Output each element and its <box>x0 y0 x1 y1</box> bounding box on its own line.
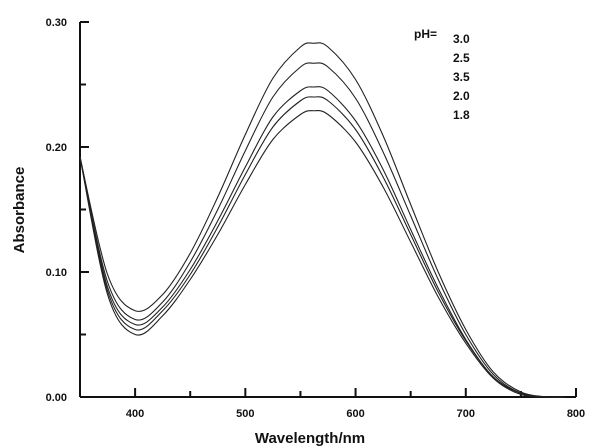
spectrum-line-ph-2.5 <box>79 62 565 398</box>
spectrum-line-ph-1.8 <box>79 110 565 398</box>
x-tick-label: 600 <box>346 408 364 420</box>
spectra-curves <box>79 42 565 398</box>
y-tick-label: 0.30 <box>46 17 67 29</box>
legend-entry: 1.8 <box>453 108 470 122</box>
y-tick-label: 0.10 <box>46 267 67 279</box>
legend-entry: 2.5 <box>453 51 470 65</box>
x-tick-label: 400 <box>126 408 144 420</box>
legend-entry: 2.0 <box>453 89 470 103</box>
x-tick-label: 500 <box>236 408 254 420</box>
axes <box>79 22 576 398</box>
spectrum-line-ph-3.0 <box>79 42 565 398</box>
ticks <box>79 21 577 398</box>
y-axis-title: Absorbance <box>11 167 28 254</box>
legend-prefix: pH= <box>414 27 437 41</box>
x-tick-label: 700 <box>457 408 475 420</box>
spectrum-line-ph-2.0 <box>79 96 565 398</box>
spectrum-line-ph-3.5 <box>79 86 565 398</box>
y-tick-label: 0.00 <box>46 392 67 404</box>
tick-labels: 400 500 600 700 800 0.00 0.10 0.20 0.30 <box>46 17 586 420</box>
legend: pH= 3.0 2.5 3.5 2.0 1.8 <box>414 27 470 122</box>
x-tick-label: 800 <box>567 408 585 420</box>
legend-entry: 3.5 <box>453 70 470 84</box>
x-axis-title: Wavelength/nm <box>255 430 365 446</box>
legend-entry: 3.0 <box>453 32 470 46</box>
y-tick-label: 0.20 <box>46 142 67 154</box>
